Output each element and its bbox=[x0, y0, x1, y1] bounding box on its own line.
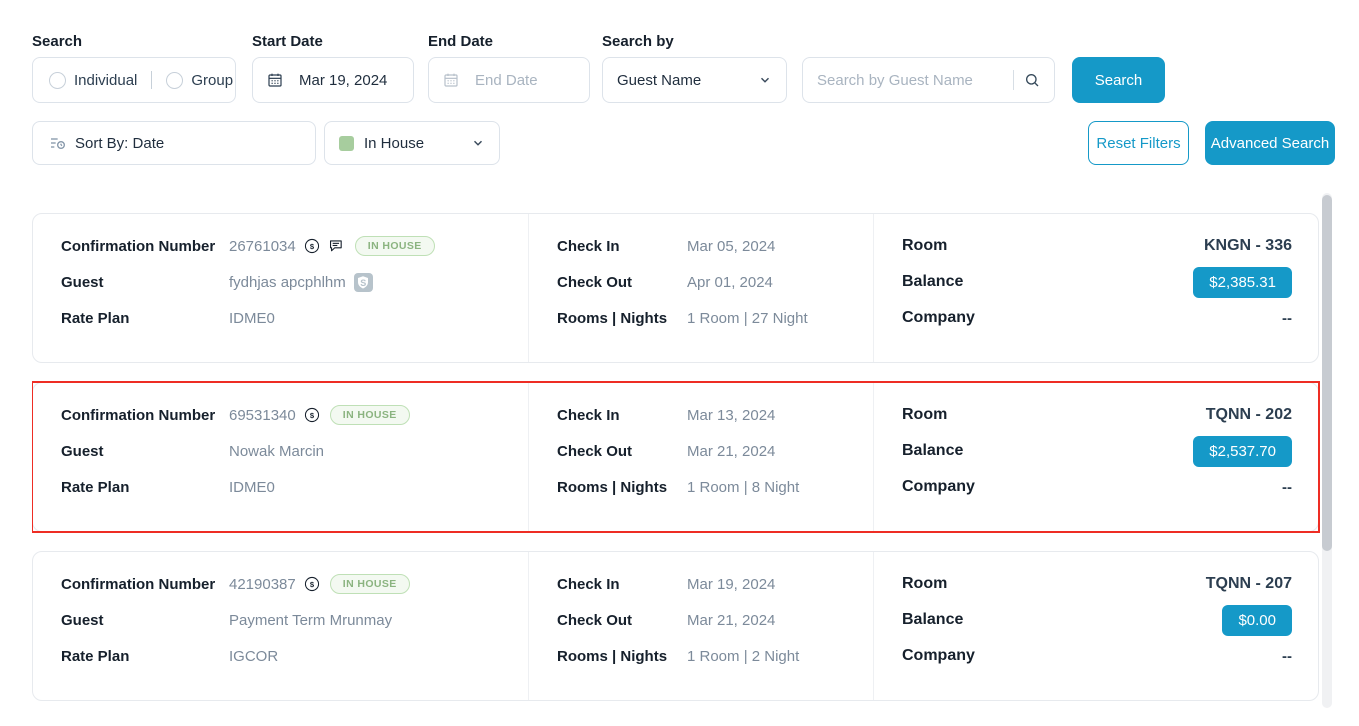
svg-text:$: $ bbox=[310, 411, 315, 420]
svg-text:$: $ bbox=[310, 242, 315, 251]
svg-text:$: $ bbox=[310, 580, 315, 589]
